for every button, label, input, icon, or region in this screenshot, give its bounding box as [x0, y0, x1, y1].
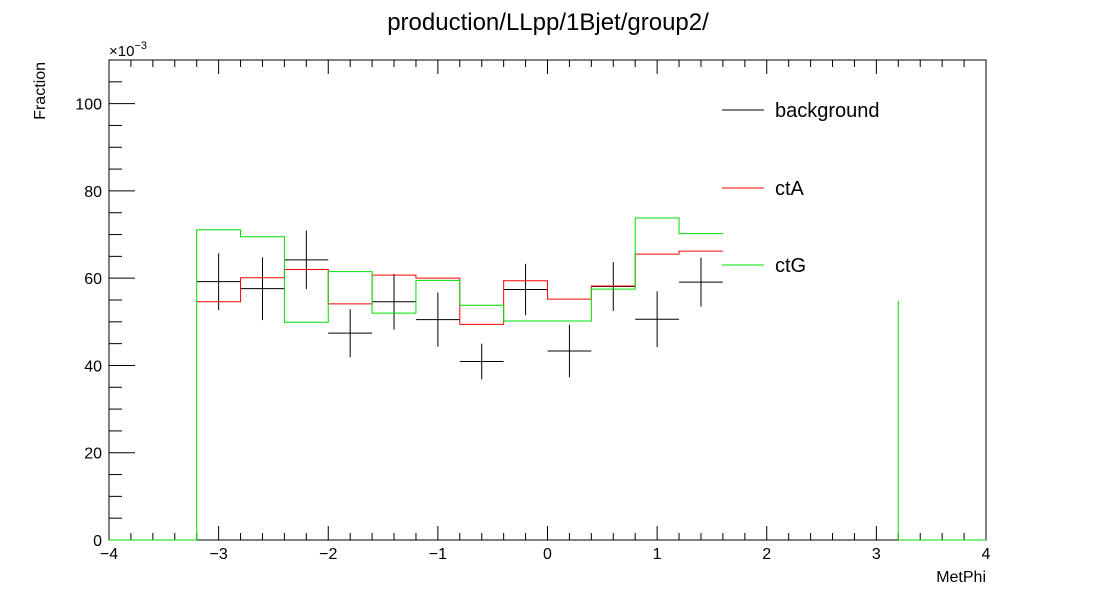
- y-axis-label: Fraction: [32, 62, 49, 120]
- series-background-point: [284, 230, 329, 290]
- x-tick-label: −3: [210, 546, 228, 563]
- x-tick-label: −1: [429, 546, 447, 563]
- y-tick-label: 100: [75, 97, 102, 114]
- series-background-point: [635, 291, 680, 348]
- y-tick-label: 80: [84, 184, 102, 201]
- legend-label-ctG: ctG: [775, 255, 806, 277]
- series-background-point: [240, 257, 285, 321]
- series-background-point: [547, 324, 592, 378]
- series-ctG-step: [109, 217, 723, 541]
- y-tick-label: 20: [84, 446, 102, 463]
- series-background-point: [415, 292, 460, 347]
- svg-text:×10−3: ×10−3: [109, 40, 147, 60]
- x-tick-label: 2: [762, 546, 771, 563]
- y-tick-label: 40: [84, 358, 102, 375]
- y-multiplier-exponent: −3: [134, 40, 147, 52]
- x-tick-label: 4: [982, 546, 991, 563]
- series-background-point: [372, 273, 416, 330]
- x-tick-label: 1: [653, 546, 662, 563]
- series-background-point: [503, 263, 548, 316]
- series-background-point: [679, 257, 723, 307]
- y-multiplier-base: ×10: [109, 43, 134, 60]
- series-background-point: [459, 343, 504, 380]
- y-axis-multiplier: ×10−3: [109, 40, 147, 60]
- series-background-point: [328, 309, 373, 358]
- data-series: [109, 217, 986, 541]
- x-tick-label: −2: [319, 546, 337, 563]
- legend: background ctA ctG: [722, 100, 880, 277]
- y-tick-label: 0: [93, 533, 102, 550]
- y-tick-label: 60: [84, 271, 102, 288]
- x-tick-label: 0: [543, 546, 552, 563]
- legend-label-background: background: [775, 100, 880, 122]
- x-tick-label: 3: [872, 546, 881, 563]
- series-background-point: [196, 253, 241, 311]
- x-axis-label: MetPhi: [936, 569, 986, 586]
- x-tick-label: −4: [100, 546, 118, 563]
- legend-label-ctA: ctA: [775, 178, 805, 200]
- chart-title: production/LLpp/1Bjet/group2/: [387, 9, 709, 36]
